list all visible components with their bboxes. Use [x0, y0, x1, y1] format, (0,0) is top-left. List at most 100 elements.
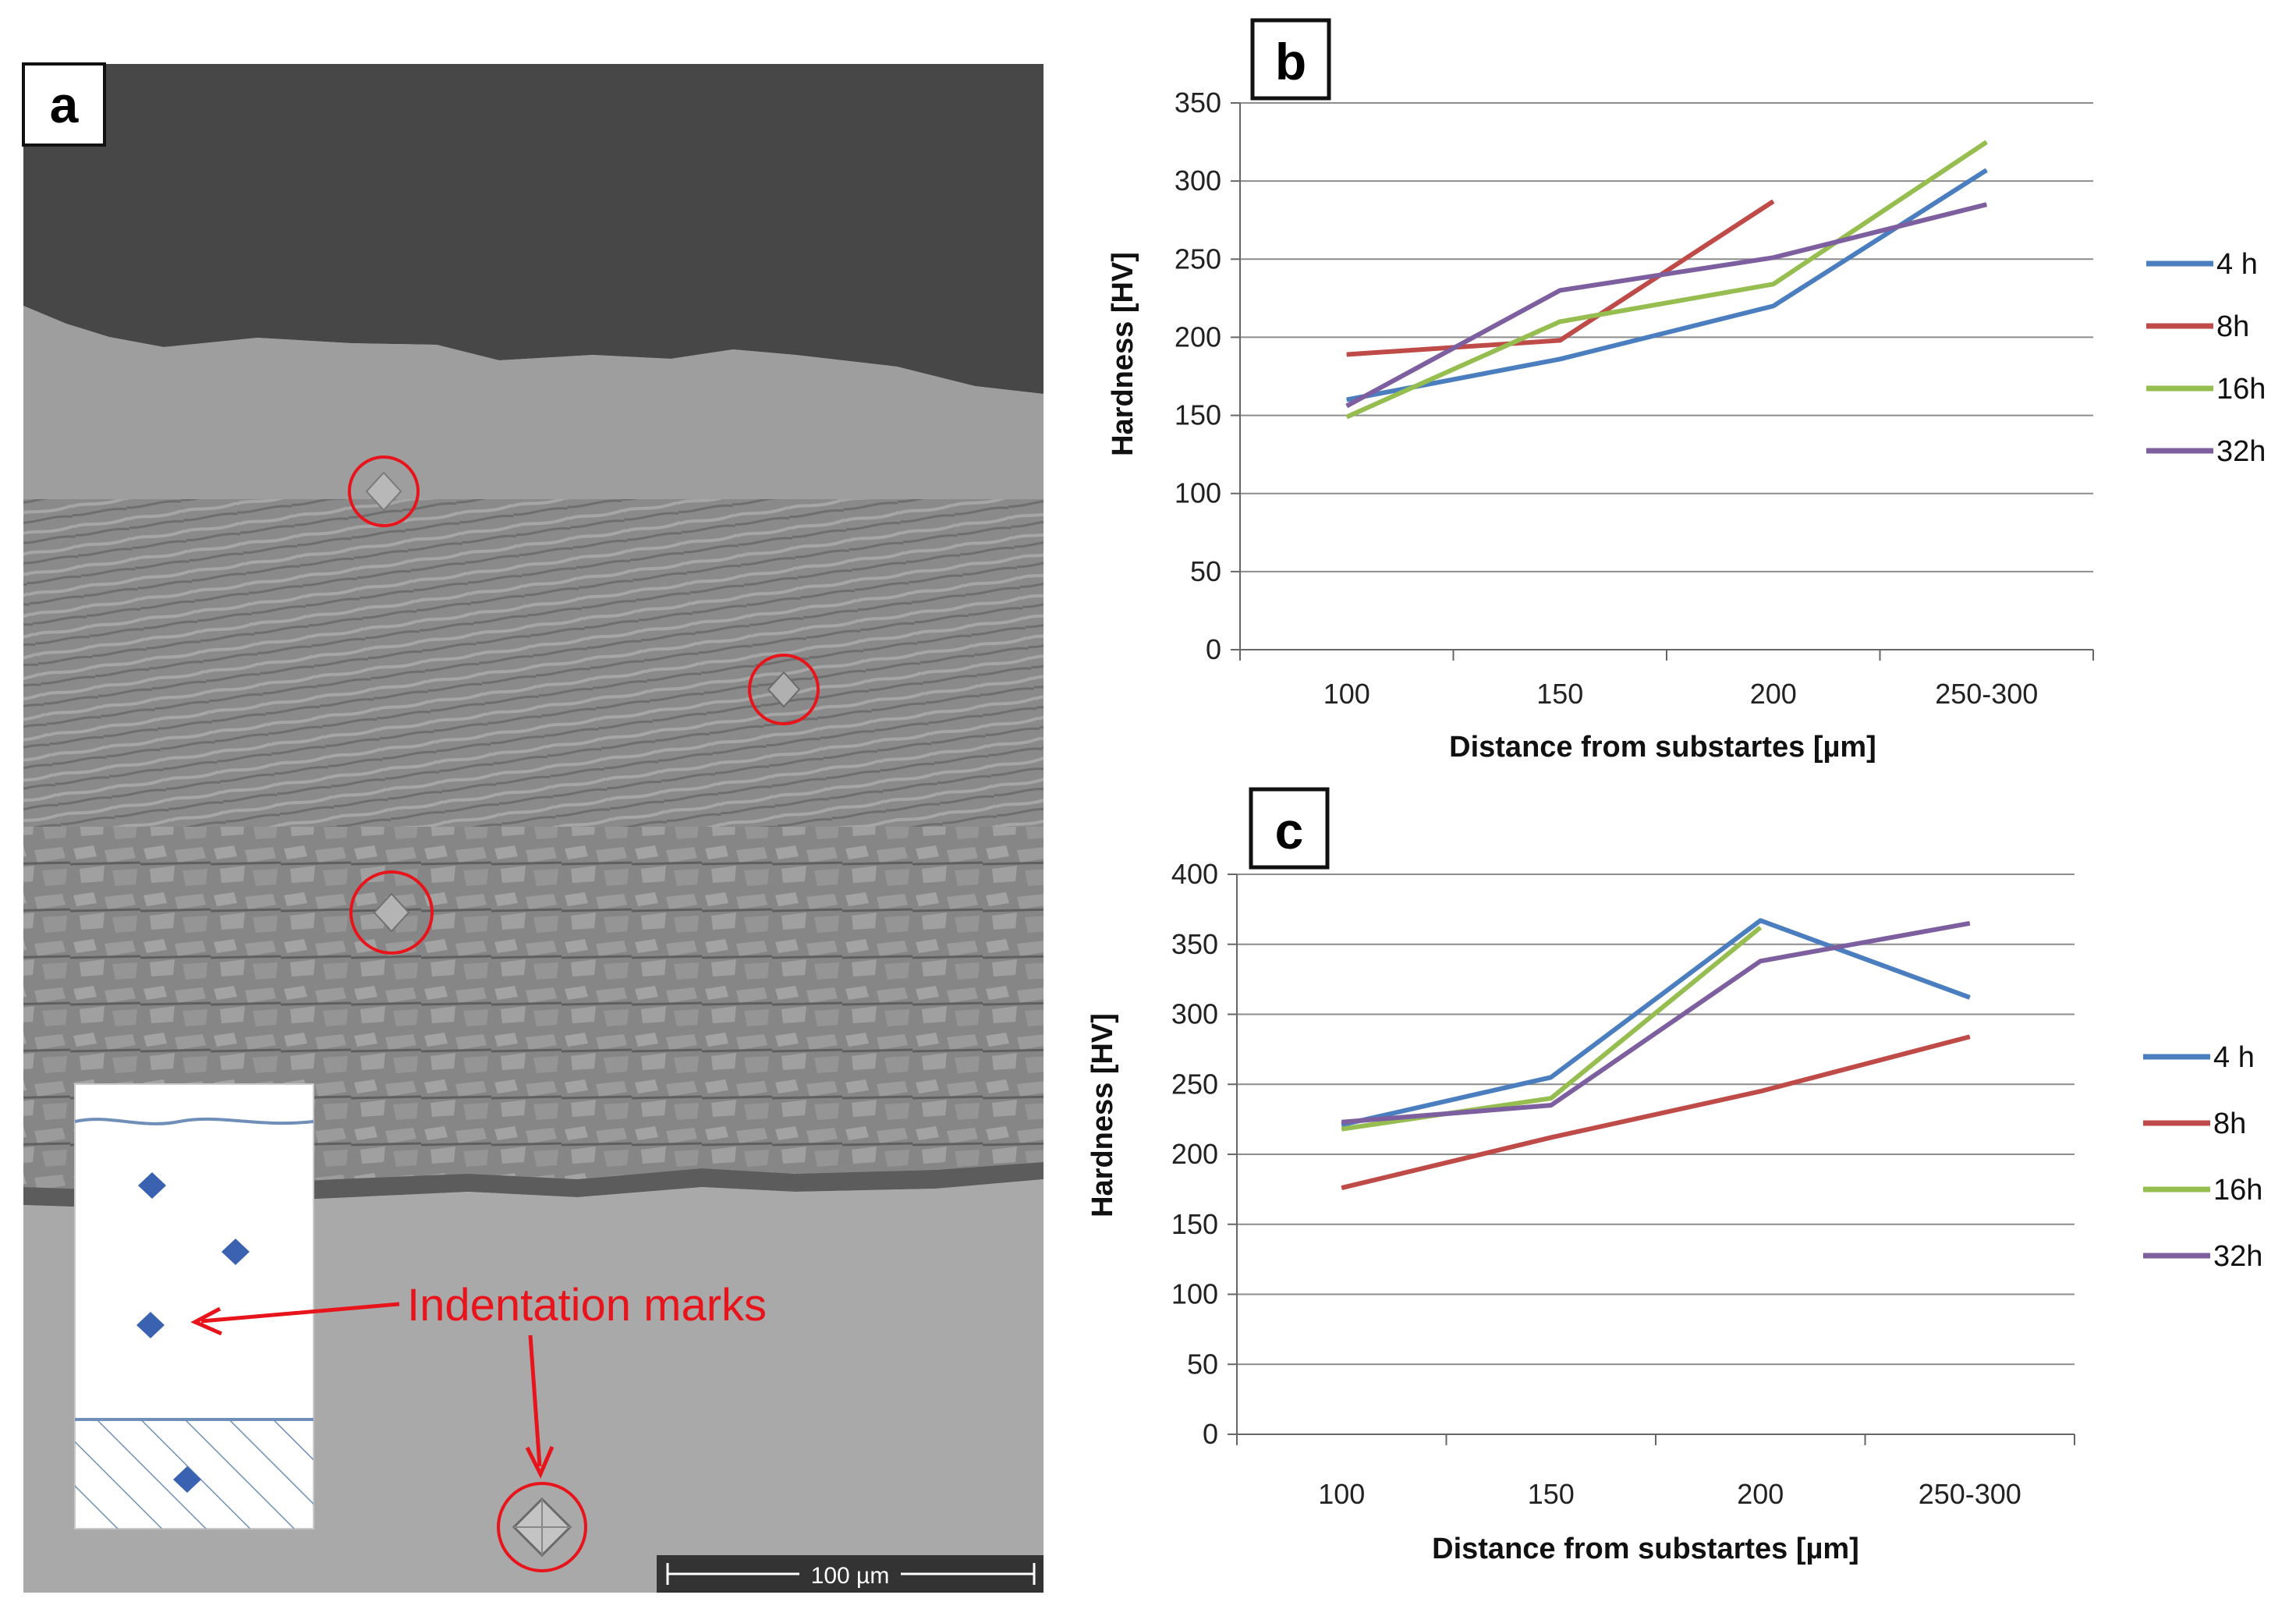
data-point	[1550, 1097, 1552, 1099]
y-tick-label: 400	[1171, 858, 1218, 890]
y-tick-label: 100	[1175, 477, 1221, 509]
legend-label: 4 h	[2216, 248, 2258, 281]
data-point	[1986, 141, 1987, 143]
coating-lamellar-layer	[23, 499, 1043, 827]
x-tick-label: 150	[1528, 1478, 1575, 1510]
legend-label: 16h	[2216, 373, 2266, 406]
chart-c-gridlines	[1237, 874, 2075, 1366]
data-point	[1550, 1076, 1552, 1078]
series-line-4h	[1346, 168, 1988, 402]
series-line-16h	[1345, 140, 1988, 420]
data-point	[1346, 416, 1348, 418]
data-point	[1986, 169, 1987, 171]
chart-c-axes	[1236, 874, 2075, 1435]
data-point	[1559, 321, 1561, 322]
data-point	[1550, 1136, 1552, 1138]
x-tick-label: 200	[1737, 1478, 1784, 1510]
chart-b-y-ticks: 0 50 100 150 200 250 300 350	[1175, 87, 1240, 665]
coating-top-layer	[23, 306, 1043, 499]
series-line-32h	[1341, 920, 1971, 1125]
series-line-8h	[1346, 199, 1775, 357]
indentation-mark	[748, 654, 820, 725]
y-tick-label: 200	[1171, 1138, 1218, 1170]
x-tick-label: 250-300	[1919, 1478, 2021, 1510]
mounting-resin	[23, 64, 1043, 394]
chart-c-y-ticks: 0 50 100 150 200 250 300 350 400	[1171, 858, 1237, 1450]
legend-label: 16h	[2213, 1174, 2262, 1207]
data-point	[1559, 339, 1561, 341]
data-point	[1346, 353, 1348, 355]
data-point	[1559, 289, 1561, 291]
data-point	[1986, 204, 1987, 205]
legend-label: 32h	[2216, 435, 2266, 468]
data-point	[1759, 960, 1761, 962]
scale-bar-label: 100 µm	[811, 1563, 890, 1589]
y-tick-label: 150	[1175, 399, 1221, 431]
chart-b-gridlines	[1240, 102, 2093, 572]
chart-c-legend: 4 h 8h 16h 32h	[2143, 1041, 2262, 1273]
indentation-mark	[497, 1482, 587, 1572]
schematic-inset	[74, 1083, 314, 1529]
x-tick-label: 100	[1323, 678, 1370, 710]
legend-label: 32h	[2213, 1240, 2262, 1273]
panel-c-chart: c 0 50 100 150 200 250 300 350 400 100 150 200 250-…	[1086, 787, 2262, 1565]
schematic-indent-marker	[221, 1239, 250, 1265]
data-point	[1759, 1090, 1761, 1092]
schematic-indent-marker	[138, 1172, 166, 1199]
schematic-indent-marker	[173, 1466, 201, 1493]
x-tick-label: 200	[1750, 678, 1797, 710]
x-tick-label: 250-300	[1935, 678, 2038, 710]
y-tick-label: 300	[1175, 165, 1221, 197]
indentation-marks-annotation: Indentation marks	[407, 1280, 767, 1331]
y-tick-label: 50	[1190, 555, 1221, 587]
y-tick-label: 350	[1171, 928, 1218, 960]
legend-label: 8h	[2213, 1108, 2246, 1140]
x-tick-label: 150	[1536, 678, 1583, 710]
y-tick-label: 350	[1175, 87, 1221, 119]
data-point	[1341, 1187, 1342, 1189]
legend-label: 8h	[2216, 310, 2249, 343]
chart-b-x-axis-title: Distance from substartes [µm]	[1449, 731, 1876, 764]
chart-c-y-axis-title: Hardness [HV]	[1086, 1013, 1119, 1217]
y-tick-label: 50	[1187, 1348, 1218, 1380]
data-point	[1559, 358, 1561, 360]
chart-c-x-ticks: 100 150 200 250-300	[1236, 1434, 2075, 1510]
panel-b-chart: b 0 50 100 150 200 250 300 350 100 150 200 250-300…	[1107, 18, 2266, 764]
legend-label: 4 h	[2213, 1041, 2255, 1074]
chart-c-x-axis-title: Distance from substartes [µm]	[1432, 1533, 1859, 1565]
data-point	[1759, 920, 1761, 921]
schematic-indent-marker	[136, 1312, 165, 1338]
panel-b-label: b	[1275, 33, 1306, 90]
data-point	[1969, 997, 1971, 998]
annotation-arrows	[190, 1302, 555, 1479]
series-line-4h	[1341, 918, 1971, 1128]
y-tick-label: 200	[1175, 321, 1221, 353]
y-tick-label: 100	[1171, 1278, 1218, 1310]
data-point	[1550, 1104, 1552, 1106]
y-tick-label: 300	[1171, 998, 1218, 1030]
series-line-8h	[1341, 1034, 1971, 1190]
panel-c-label: c	[1275, 802, 1304, 859]
scale-bar: 100 µm	[657, 1555, 1043, 1593]
data-point	[1346, 399, 1348, 401]
y-tick-label: 250	[1171, 1068, 1218, 1100]
panel-a-label: a	[50, 76, 80, 133]
chart-c-series	[1341, 918, 1971, 1190]
series-line-16h	[1341, 925, 1763, 1132]
chart-b-axes	[1239, 103, 2093, 650]
chart-b-series	[1345, 140, 1988, 420]
indentation-mark	[349, 870, 434, 955]
series-line-32h	[1345, 202, 1987, 409]
y-tick-label: 250	[1175, 243, 1221, 275]
chart-b-y-axis-title: Hardness [HV]	[1107, 252, 1139, 456]
indentation-mark	[348, 455, 420, 527]
chart-b-legend: 4 h 8h 16h 32h	[2146, 248, 2266, 468]
data-point	[1759, 927, 1761, 928]
chart-b-x-ticks: 100 150 200 250-300	[1239, 650, 2094, 710]
panel-a-micrograph: a	[22, 62, 1043, 1593]
y-tick-label: 0	[1206, 633, 1221, 665]
y-tick-label: 150	[1171, 1208, 1218, 1240]
y-tick-label: 0	[1203, 1418, 1218, 1450]
x-tick-label: 100	[1318, 1478, 1365, 1510]
